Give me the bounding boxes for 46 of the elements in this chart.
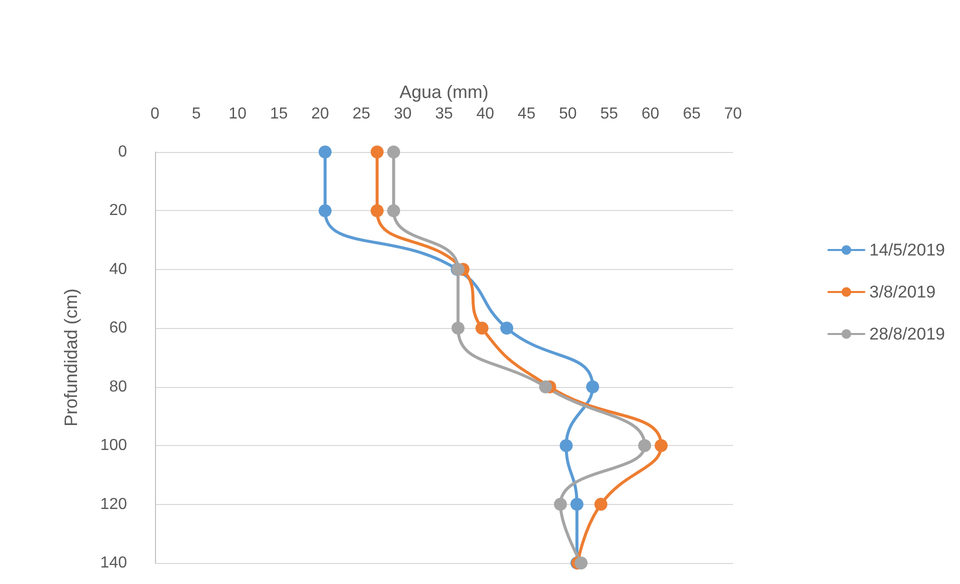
x-tick-label: 60 [642,106,660,122]
point [475,322,488,335]
point [318,146,332,158]
point [570,498,584,511]
point [594,498,608,511]
x-tick-label: 10 [228,106,247,122]
point [574,556,588,570]
point [638,439,652,452]
point [560,439,573,452]
x-axis-title: Agua (mm) [399,82,489,102]
point [554,498,567,511]
point [586,380,600,394]
point [539,380,552,394]
x-tick-label: 55 [600,106,618,122]
legend-label: 28/8/2019 [869,324,946,344]
legend-label: 14/5/2019 [869,240,946,260]
x-tick-label: 65 [682,106,701,122]
y-tick-label: 140 [100,554,128,572]
point [387,146,400,158]
y-tick-label: 0 [118,144,128,160]
x-tick-label: 70 [724,106,742,122]
y-tick-label: 20 [109,202,128,220]
point [500,322,514,335]
x-tick-label: 0 [150,106,160,122]
x-tick-label: 30 [394,106,412,122]
y-tick-label: 60 [109,320,128,337]
point [654,439,668,452]
point [387,204,400,218]
x-tick-label: 25 [352,106,370,122]
x-tick-label: 15 [270,106,288,122]
y-tick-label: 120 [100,496,128,513]
legend-label: 3/8/2019 [869,282,936,302]
x-tick-label: 50 [558,106,577,122]
x-tick-label: 35 [435,106,453,122]
y-tick-label: 40 [109,260,128,278]
y-axis-title: Profundidad (cm) [61,288,81,427]
point [370,204,384,218]
y-tick-label: 80 [109,378,128,396]
point [318,204,332,218]
x-tick-label: 40 [476,106,494,122]
y-tick-label: 100 [100,437,128,454]
point [452,322,465,335]
x-tick-label: 20 [311,106,330,122]
x-tick-label: 45 [518,106,536,122]
x-tick-label: 5 [192,106,201,122]
point [370,146,384,158]
